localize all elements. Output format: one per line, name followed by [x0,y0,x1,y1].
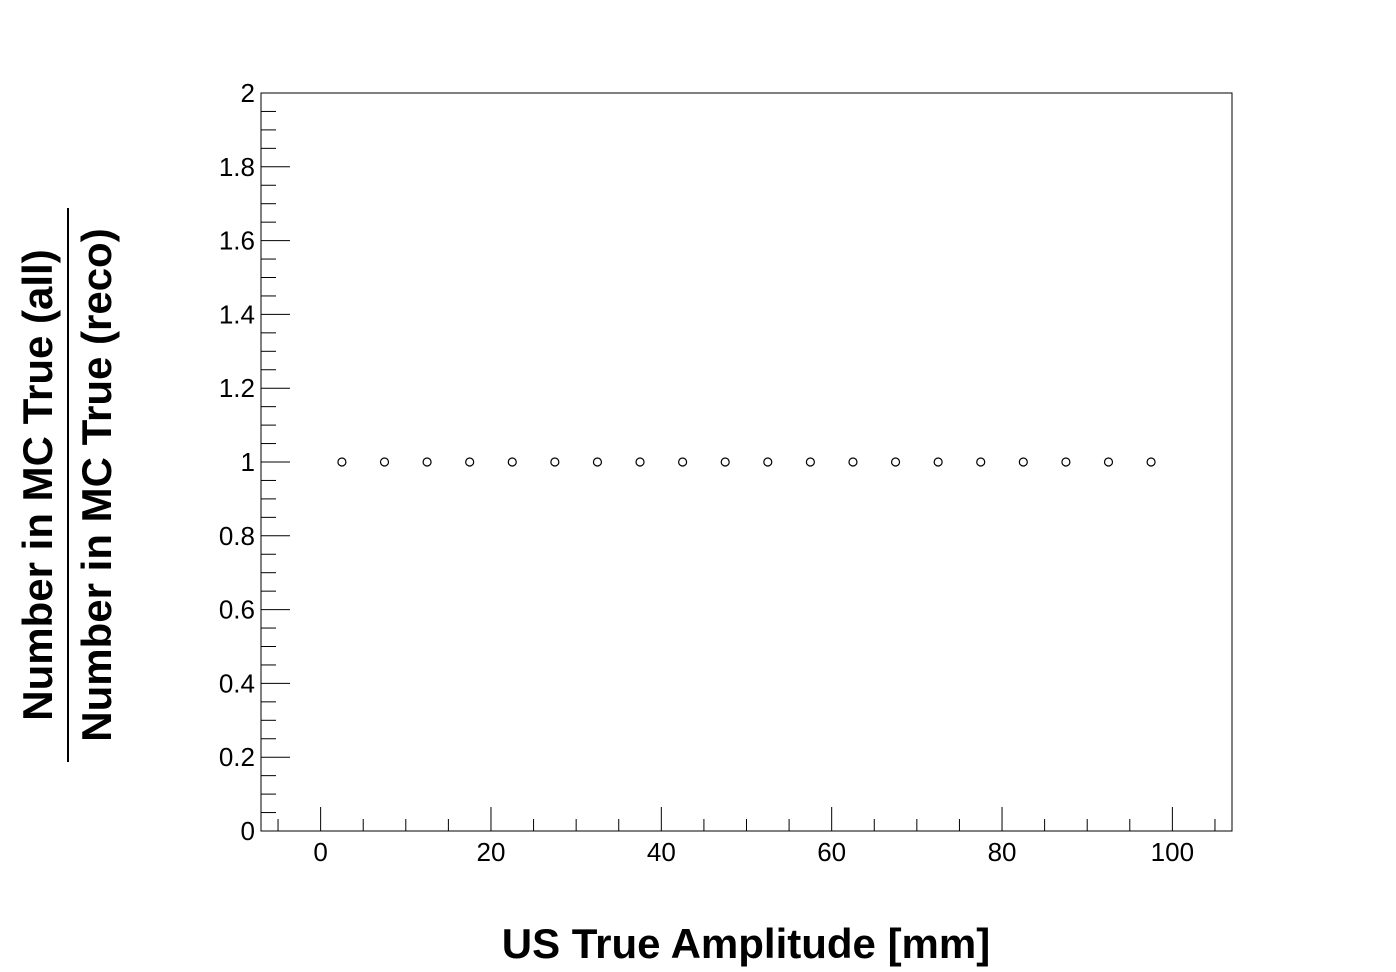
y-tick-label: 1.6 [219,226,255,256]
y-axis-title: Number in MC True (all) Number in MC Tru… [14,208,120,762]
data-point [1018,457,1028,467]
data-point [635,457,645,467]
y-axis-title-denominator: Number in MC True (reco) [73,228,120,741]
data-point [422,457,432,467]
data-point [507,457,517,467]
y-tick-label: 0 [241,816,255,846]
data-point [976,457,986,467]
x-tick-label: 60 [817,837,846,867]
data-point [720,457,730,467]
y-tick-label: 1 [241,447,255,477]
x-tick-label: 20 [477,837,506,867]
x-axis-tick-labels: 0 20 40 60 80 100 [313,837,1194,867]
x-axis-title: US True Amplitude [mm] [502,920,990,967]
x-tick-label: 40 [647,837,676,867]
y-tick-label: 0.4 [219,668,255,698]
y-tick-label: 0.6 [219,595,255,625]
data-point [465,457,475,467]
data-point [592,457,603,467]
y-axis-title-numerator: Number in MC True (all) [14,249,61,720]
x-tick-label: 80 [988,837,1017,867]
data-point [848,457,858,467]
y-tick-label: 1.4 [219,299,255,329]
y-axis-ticks [261,92,290,832]
data-point [550,457,560,467]
plot-frame [260,92,1233,832]
data-point [1103,457,1114,467]
data-points [337,457,1156,467]
y-tick-label: 0.2 [219,742,255,772]
data-point [1061,457,1071,467]
y-tick-label: 0.8 [219,521,255,551]
x-axis-ticks [277,807,1216,831]
y-tick-label: 2 [241,78,255,108]
x-tick-label: 100 [1151,837,1194,867]
data-point [678,457,688,467]
y-tick-label: 1.2 [219,373,255,403]
data-point [763,457,773,467]
data-point [890,457,901,467]
data-point [379,457,390,467]
y-axis-tick-labels: 0 0.2 0.4 0.6 0.8 1 1.2 1.4 1.6 1.8 2 [219,78,255,846]
data-point [933,457,943,467]
data-point [1146,457,1156,467]
data-point [805,457,815,467]
data-point [337,457,347,467]
x-tick-label: 0 [313,837,327,867]
y-tick-label: 1.8 [219,152,255,182]
